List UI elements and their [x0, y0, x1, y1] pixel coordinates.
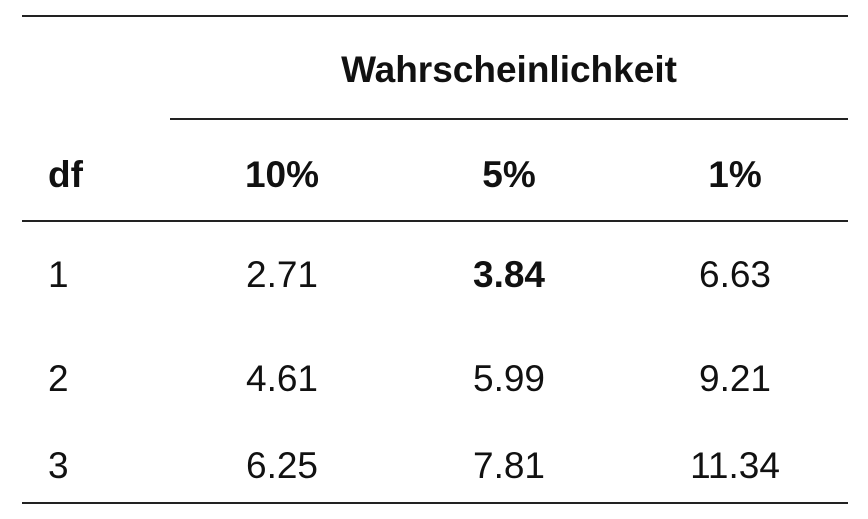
cell: 6.25 [245, 445, 319, 486]
cell: 2.71 [245, 254, 319, 295]
cell: 5.99 [472, 358, 546, 399]
header-rule [22, 220, 848, 222]
cell: 4.61 [245, 358, 319, 399]
cell: 11.34 [690, 445, 780, 486]
cell: 1 [48, 254, 69, 295]
cell: 9.21 [698, 358, 772, 399]
group-rule [170, 118, 848, 120]
top-rule [22, 15, 848, 17]
column-header: df [48, 154, 83, 195]
cell: 2 [48, 358, 69, 399]
column-header: 5% [482, 154, 536, 195]
cell: 3 [48, 445, 69, 486]
column-header: 10% [244, 154, 320, 195]
cell: 7.81 [472, 445, 546, 486]
bottom-rule [22, 502, 848, 504]
group-header: Wahrscheinlichkeit [341, 49, 677, 90]
cell: 3.84 [472, 254, 546, 295]
cell: 6.63 [698, 254, 772, 295]
column-header: 1% [708, 154, 762, 195]
